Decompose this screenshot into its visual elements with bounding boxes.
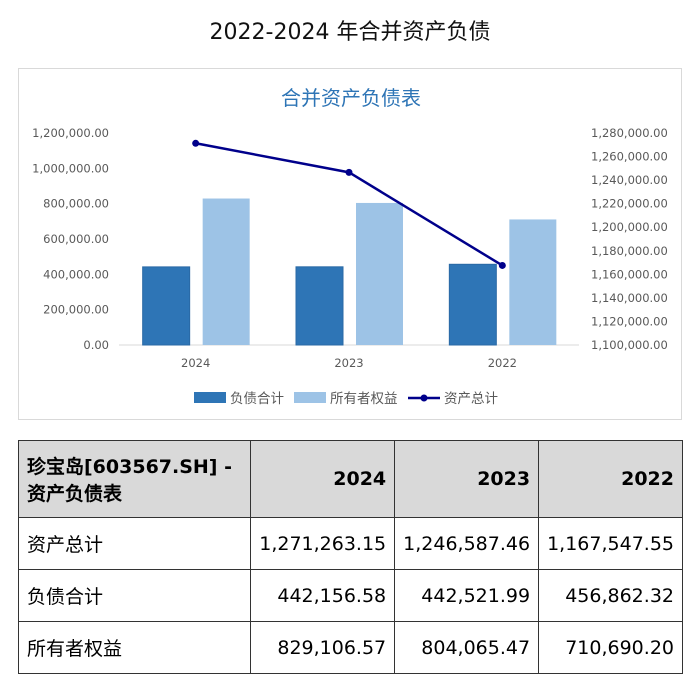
table-row: 资产总计 1,271,263.15 1,246,587.46 1,167,547…	[17, 517, 683, 570]
cell: 829,106.57	[250, 621, 396, 674]
line-point	[345, 168, 353, 176]
x-axis-tick: 2023	[334, 356, 363, 370]
right-axis-tick: 1,120,000.00	[591, 314, 668, 328]
bar-所有者权益	[202, 198, 250, 345]
right-axis-tick: 1,260,000.00	[591, 150, 668, 164]
cell: 1,167,547.55	[538, 517, 683, 570]
left-axis-tick: 0.00	[83, 338, 109, 352]
bar-负债合计	[142, 266, 191, 346]
x-axis-tick: 2024	[181, 356, 210, 370]
right-axis-tick: 1,220,000.00	[591, 197, 668, 211]
legend-swatch	[294, 392, 326, 403]
cell: 710,690.20	[538, 621, 683, 674]
left-axis-tick: 800,000.00	[43, 197, 109, 211]
cell: 1,271,263.15	[250, 517, 396, 570]
header-cell: 珍宝岛[603567.SH] - 资产负债表	[17, 440, 252, 518]
left-axis-tick: 400,000.00	[43, 267, 109, 281]
legend-label: 所有者权益	[330, 390, 398, 407]
header-cell: 2024	[250, 440, 396, 518]
right-axis-tick: 1,140,000.00	[591, 291, 668, 305]
page-title: 2022-2024 年合并资产负债	[209, 20, 491, 45]
chart-title: 合并资产负债表	[281, 86, 421, 110]
bar-所有者权益	[356, 202, 403, 345]
bar-所有者权益	[509, 219, 557, 345]
row-label: 负债合计	[17, 569, 252, 622]
cell: 442,156.58	[250, 569, 396, 622]
legend-marker	[420, 394, 428, 402]
right-axis-tick: 1,160,000.00	[591, 267, 668, 281]
left-axis-tick: 1,000,000.00	[32, 161, 109, 175]
header-cell: 2023	[394, 440, 540, 518]
x-axis-tick: 2022	[488, 356, 517, 370]
cell: 456,862.32	[538, 569, 683, 622]
legend-swatch	[194, 392, 226, 403]
left-axis-tick: 1,200,000.00	[32, 126, 109, 140]
line-point	[192, 139, 200, 147]
table-row: 所有者权益 829,106.57 804,065.47 710,690.20	[17, 621, 683, 674]
table-row: 负债合计 442,156.58 442,521.99 456,862.32	[17, 569, 683, 622]
right-axis-tick: 1,180,000.00	[591, 244, 668, 258]
line-point	[498, 261, 506, 269]
cell: 1,246,587.46	[394, 517, 540, 570]
bar-负债合计	[448, 263, 497, 346]
legend-label: 资产总计	[444, 391, 498, 407]
row-label: 所有者权益	[17, 621, 252, 674]
legend-label: 负债合计	[230, 391, 284, 407]
table-header-row: 珍宝岛[603567.SH] - 资产负债表 2024 2023 2022	[17, 440, 683, 518]
right-axis-tick: 1,280,000.00	[591, 126, 668, 140]
left-axis-tick: 200,000.00	[43, 303, 109, 317]
cell: 804,065.47	[394, 621, 540, 674]
cell: 442,521.99	[394, 569, 540, 622]
header-cell: 2022	[538, 440, 683, 518]
chart: 合并资产负债表 0.00 200,000.00 400,000.00 600,000.0…	[18, 68, 682, 420]
left-axis-tick: 600,000.00	[43, 232, 109, 246]
right-axis-tick: 1,200,000.00	[591, 220, 668, 234]
right-axis-tick: 1,100,000.00	[591, 338, 668, 352]
row-label: 资产总计	[17, 517, 252, 570]
right-axis-tick: 1,240,000.00	[591, 173, 668, 187]
bar-负债合计	[295, 266, 344, 346]
balance-sheet-table: 珍宝岛[603567.SH] - 资产负债表 2024 2023 2022 资产…	[17, 440, 683, 674]
